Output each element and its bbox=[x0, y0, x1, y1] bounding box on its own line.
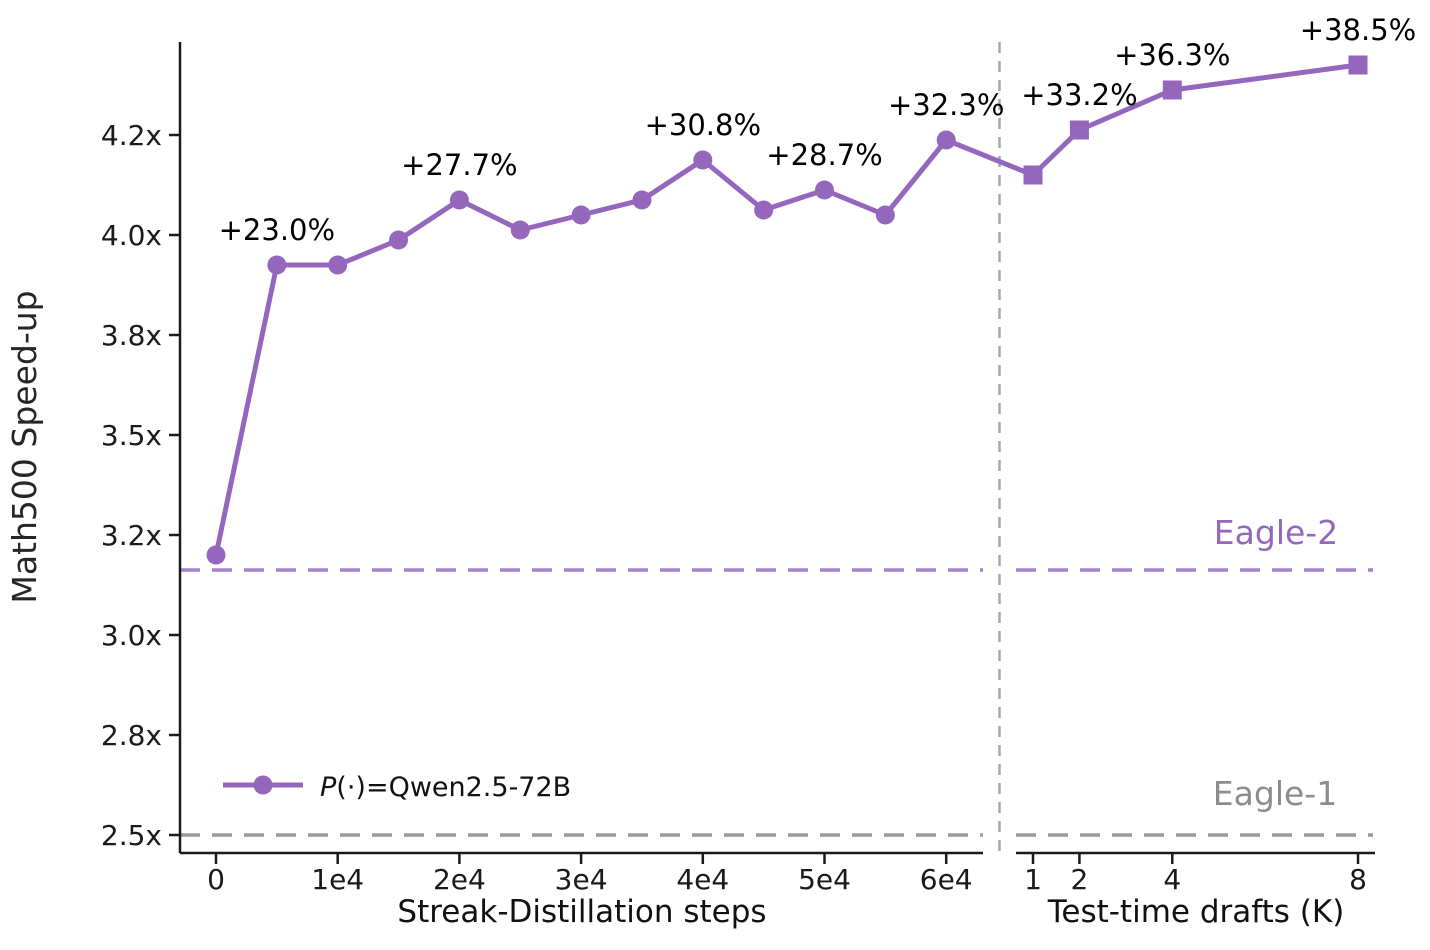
y-tick-label: 4.2x bbox=[101, 119, 162, 152]
y-tick-label: 3.2x bbox=[101, 519, 162, 552]
annotation-label: +28.7% bbox=[766, 138, 882, 172]
annotation-label: +32.3% bbox=[888, 88, 1004, 122]
y-tick-label: 2.5x bbox=[101, 819, 162, 852]
data-point-marker bbox=[815, 180, 834, 200]
legend: P(·)=Qwen2.5-72B bbox=[223, 772, 571, 803]
data-point-marker bbox=[389, 230, 409, 250]
data-point-marker bbox=[1348, 55, 1368, 75]
annotation-label: +38.5% bbox=[1300, 13, 1416, 47]
x-tick-label: 2 bbox=[1071, 863, 1089, 896]
baseline-label-eagle-2: Eagle-2 bbox=[1214, 513, 1338, 552]
data-point-marker bbox=[1023, 165, 1043, 185]
y-tick-label: 3.8x bbox=[101, 319, 162, 352]
legend-marker-icon bbox=[253, 775, 273, 795]
annotation-label: +33.2% bbox=[1021, 78, 1137, 112]
annotation-label: +23.0% bbox=[219, 213, 335, 247]
x-tick-label: 4e4 bbox=[676, 863, 729, 896]
x-tick-label: 1 bbox=[1024, 863, 1042, 896]
x-tick-label: 4 bbox=[1163, 863, 1181, 896]
data-point-marker bbox=[936, 130, 956, 150]
x-tick-label: 1e4 bbox=[311, 863, 364, 896]
y-tick-label: 2.8x bbox=[101, 719, 162, 752]
x-axis-title-right: Test-time drafts (K) bbox=[1047, 894, 1345, 930]
data-point-marker bbox=[449, 190, 469, 210]
data-point-marker bbox=[571, 205, 591, 225]
x-tick-label: 8 bbox=[1349, 863, 1367, 896]
x-axis-title-left: Streak-Distillation steps bbox=[397, 894, 766, 930]
data-point-marker bbox=[328, 255, 348, 275]
data-point-marker bbox=[875, 205, 895, 225]
y-tick-label: 4.0x bbox=[101, 219, 162, 252]
annotation-label: +27.7% bbox=[401, 148, 517, 182]
y-axis-title: Math500 Speed-up bbox=[5, 290, 44, 603]
annotation-label: +36.3% bbox=[1114, 38, 1230, 72]
legend-label: P(·)=Qwen2.5-72B bbox=[320, 772, 571, 803]
data-point-marker bbox=[1069, 120, 1089, 140]
chart-generated-layer: 2.5x 2.8x 3.0x 3.2x 3.5x 3.8x 4.0x 4.2x 0 1e4 2e4 3… bbox=[101, 13, 1416, 896]
data-point-marker bbox=[267, 255, 287, 275]
data-point-marker bbox=[1162, 80, 1182, 100]
baseline-label-eagle-1: Eagle-1 bbox=[1213, 774, 1337, 813]
legend-label-italic-part: P bbox=[320, 772, 337, 803]
x-tick-label: 2e4 bbox=[433, 863, 486, 896]
data-point-marker bbox=[206, 545, 226, 565]
y-tick-label: 3.0x bbox=[101, 619, 162, 652]
data-point-marker bbox=[632, 190, 652, 210]
annotation-label: +30.8% bbox=[645, 108, 761, 142]
y-tick-label: 3.5x bbox=[101, 419, 162, 452]
data-point-marker bbox=[754, 200, 774, 220]
x-tick-label: 0 bbox=[207, 863, 225, 896]
data-point-marker bbox=[510, 220, 530, 240]
x-tick-label: 6e4 bbox=[920, 863, 973, 896]
data-point-marker bbox=[693, 150, 713, 170]
x-tick-label: 5e4 bbox=[798, 863, 851, 896]
legend-label-rest-part: (·)=Qwen2.5-72B bbox=[336, 772, 571, 803]
x-tick-label: 3e4 bbox=[555, 863, 608, 896]
